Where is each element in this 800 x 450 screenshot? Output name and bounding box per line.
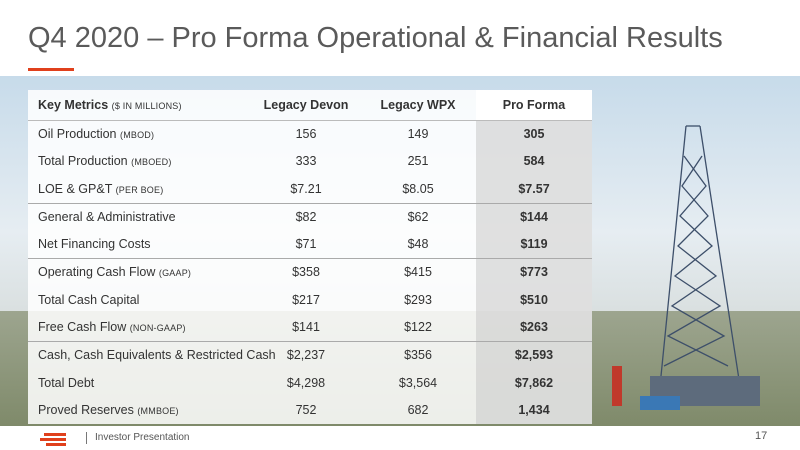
table-row: Proved Reserves (MMBOE) 752 682 1,434 (28, 396, 592, 425)
value-cell: $415 (404, 265, 432, 280)
metric-name: Cash, Cash Equivalents & Restricted Cash (38, 348, 276, 363)
value-cell: $141 (292, 320, 320, 335)
value-cell: 1,434 (476, 396, 592, 425)
metric-name: Operating Cash Flow (38, 265, 156, 280)
table-row: Total Debt $4,298 $3,564 $7,862 (28, 369, 592, 397)
row-label: Cash, Cash Equivalents & Restricted Cash (38, 342, 276, 369)
footer-text: Investor Presentation (95, 432, 190, 443)
value-cell: $62 (407, 209, 429, 224)
row-label: LOE & GP&T (PER BOE) (38, 176, 163, 204)
header-cell: Legacy Devon (263, 98, 349, 112)
metric-name: Total Debt (38, 375, 95, 390)
value-cell: $773 (476, 259, 592, 287)
metric-name: LOE & GP&T (38, 181, 113, 196)
metric-name: Net Financing Costs (38, 237, 151, 252)
header-cell: Key Metrics ($ IN MILLIONS) (38, 90, 182, 121)
row-label: Total Production (MBOED) (38, 148, 172, 176)
metric-name: Oil Production (38, 127, 117, 141)
value-cell: $119 (476, 231, 592, 259)
value-cell: 251 (407, 154, 429, 169)
value-cell: $3,564 (398, 375, 438, 390)
value-cell: $7.57 (476, 175, 592, 203)
value-cell: 752 (295, 402, 317, 417)
value-cell: 149 (407, 127, 429, 141)
table-row: Free Cash Flow (NON-GAAP) $141 $122 $263 (28, 314, 592, 342)
separator (86, 432, 87, 444)
header-row: Key Metrics ($ IN MILLIONS) Legacy Devon L… (28, 90, 592, 121)
metric-name: Total Cash Capital (38, 292, 140, 307)
value-cell: $510 (476, 286, 592, 315)
table-row: Total Production (MBOED) 333 251 584 (28, 148, 592, 176)
metric-name: Free Cash Flow (38, 320, 127, 335)
value-cell: $217 (292, 292, 320, 307)
table-row: Oil Production (MBOD) 156 149 305 (28, 121, 592, 149)
metric-unit: (NON-GAAP) (129, 323, 186, 334)
row-label: General & Administrative (38, 204, 176, 231)
row-label: Oil Production (MBOD) (38, 121, 154, 149)
metric-unit: (MBOD) (120, 130, 155, 140)
value-cell: $356 (404, 348, 432, 363)
value-cell: $263 (476, 314, 592, 342)
value-cell: $122 (404, 320, 432, 335)
row-label: Total Debt (38, 370, 94, 397)
value-cell: $7,862 (476, 369, 592, 397)
metric-unit: (MMBOE) (137, 405, 179, 416)
metric-unit: (MBOED) (131, 157, 172, 168)
footer: Investor Presentation 17 (0, 426, 800, 450)
value-cell: $4,298 (286, 375, 326, 390)
value-cell: 333 (295, 154, 317, 169)
row-label: Proved Reserves (MMBOE) (38, 397, 179, 425)
metric-name: General & Administrative (38, 209, 176, 224)
value-cell: $48 (407, 237, 429, 252)
table-row: General & Administrative $82 $62 $144 (28, 202, 592, 232)
metric-name: Proved Reserves (38, 402, 134, 417)
value-cell: 305 (476, 121, 592, 149)
row-label: Net Financing Costs (38, 231, 151, 258)
row-label: Operating Cash Flow (GAAP) (38, 259, 191, 287)
row-label: Total Cash Capital (38, 287, 139, 314)
header-cell: Pro Forma (476, 90, 592, 120)
value-cell: $2,593 (476, 342, 592, 370)
table-row: Total Cash Capital $217 $293 $510 (28, 286, 592, 315)
metric-name: Total Production (38, 154, 128, 169)
header-cell: Legacy WPX (380, 98, 456, 112)
title-accent (28, 68, 74, 71)
table-row: Operating Cash Flow (GAAP) $358 $415 $773 (28, 258, 592, 287)
page-number: 17 (755, 430, 768, 442)
logo (40, 433, 66, 446)
value-cell: $2,237 (286, 348, 326, 363)
table-row: LOE & GP&T (PER BOE) $7.21 $8.05 $7.57 (28, 175, 592, 204)
metrics-table: Key Metrics ($ IN MILLIONS) Legacy Devon L… (28, 90, 592, 425)
value-cell: 156 (295, 127, 317, 141)
row-label: Free Cash Flow (NON-GAAP) (38, 314, 186, 342)
value-cell: $144 (476, 203, 592, 232)
metric-unit: (GAAP) (158, 268, 192, 279)
header-label: Key Metrics (38, 98, 109, 112)
value-cell: $7.21 (290, 181, 322, 196)
value-cell: $8.05 (402, 181, 434, 196)
slide-title: Q4 2020 – Pro Forma Operational & Financ… (28, 22, 723, 54)
value-cell: 584 (476, 148, 592, 176)
value-cell: 682 (407, 402, 429, 417)
header-note: ($ IN MILLIONS) (111, 101, 182, 111)
table-row: Net Financing Costs $71 $48 $119 (28, 231, 592, 259)
table-row: Cash, Cash Equivalents & Restricted Cash… (28, 341, 592, 370)
value-cell: $358 (292, 265, 320, 280)
value-cell: $82 (295, 209, 317, 224)
value-cell: $293 (404, 292, 432, 307)
metric-unit: (PER BOE) (115, 184, 164, 195)
value-cell: $71 (295, 237, 317, 252)
